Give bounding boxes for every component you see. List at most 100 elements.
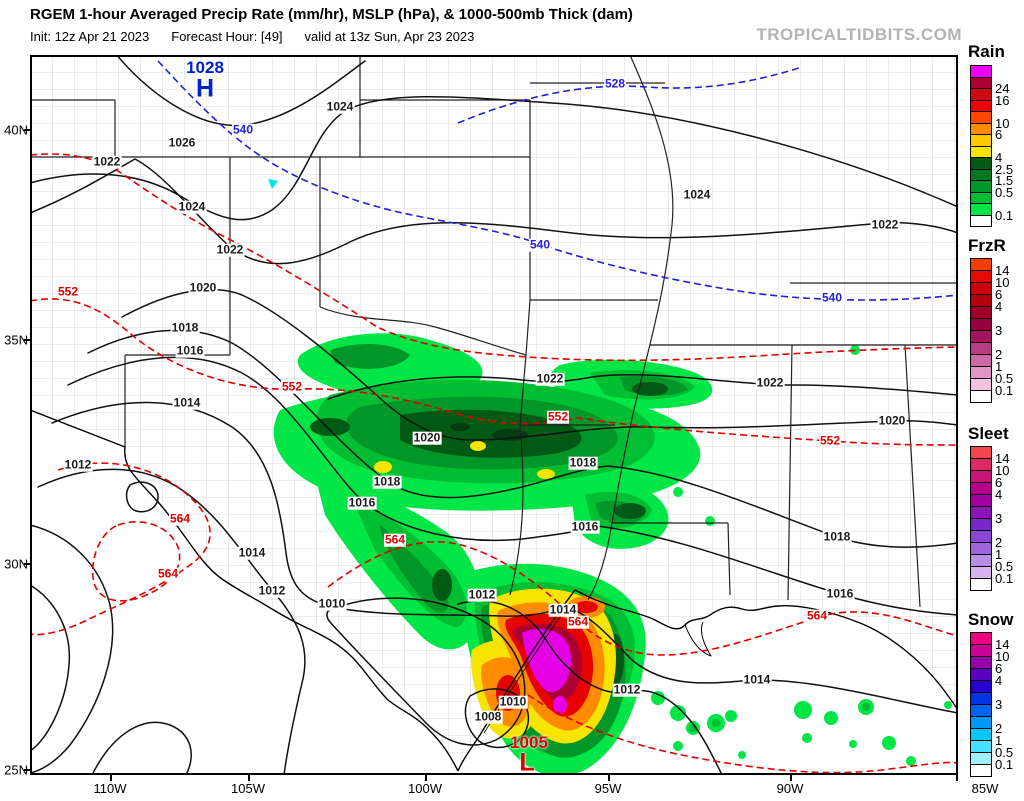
legend-tick-label: 1.5: [995, 173, 1014, 188]
lat-tick: [24, 129, 30, 131]
legend-cell: [971, 146, 991, 158]
map-graphic: [30, 55, 958, 775]
legend-tick-label: 0.5: [995, 745, 1014, 760]
legend-tick-label: 14: [995, 451, 1010, 466]
legend-scale-rain: [970, 65, 992, 227]
thickness-contours-blue: [157, 60, 958, 301]
contour-label: 1022: [215, 242, 245, 257]
contour-label: 1018: [372, 474, 402, 489]
contour-label: 1022: [870, 217, 900, 232]
legend-cell: [971, 633, 991, 645]
pressure-center-value: 1028: [186, 58, 224, 77]
legend-tick-label: 6: [995, 661, 1003, 676]
legend-cell: [971, 567, 991, 579]
contour-label: 564: [168, 511, 192, 526]
legend-cell: [971, 657, 991, 669]
legend-tick-label: 16: [995, 92, 1010, 108]
legend-cell: [971, 447, 991, 459]
legend-title-sleet: Sleet: [968, 424, 1009, 443]
contour-label: 1012: [467, 587, 497, 602]
legend-cell: [971, 391, 991, 402]
legend-tick-label: 2.5: [995, 161, 1014, 177]
legend-tick-label: 0.5: [995, 184, 1014, 200]
lat-label: 30N: [4, 556, 28, 572]
legend-cell: [971, 181, 991, 193]
contour-label: 1018: [170, 320, 200, 335]
lat-label: 35N: [4, 332, 28, 348]
contour-label: 1016: [825, 586, 855, 601]
init-time: Init: 12z Apr 21 2023: [30, 29, 150, 44]
legend-cell: [971, 645, 991, 657]
legend-tick-label: 0.1: [995, 207, 1014, 223]
contour-label: 1014: [172, 395, 202, 410]
contour-label: 1010: [498, 694, 528, 709]
legend-cell: [971, 343, 991, 355]
legend-tick-label: 6: [995, 287, 1003, 302]
lat-tick: [24, 339, 30, 341]
legend-cell: [971, 765, 991, 776]
lon-label: 85W: [971, 781, 999, 796]
legend-tick-label: 3: [995, 323, 1003, 338]
contour-label: 1014: [742, 672, 772, 687]
legend-cell: [971, 367, 991, 379]
legend-tick-label: 3: [995, 511, 1003, 526]
contour-label: 1014: [548, 602, 578, 617]
contour-label: 1024: [682, 187, 712, 202]
legend-cell: [971, 66, 991, 78]
legend-cell: [971, 519, 991, 531]
lat-tick: [24, 563, 30, 565]
legend-tick-label: 6: [995, 475, 1003, 490]
legend-cell: [971, 307, 991, 319]
contour-label: 540: [528, 237, 552, 252]
pressure-center-value: 1005: [510, 733, 548, 752]
legend-cell: [971, 555, 991, 567]
map-border: [30, 55, 958, 775]
legend-tick-label: 24: [995, 81, 1010, 96]
legend-tick-label: 10: [995, 275, 1010, 290]
legend-tick-label: 10: [995, 463, 1010, 478]
legend-cell: [971, 319, 991, 331]
lon-label: 90W: [776, 781, 804, 796]
contour-label: 1026: [167, 135, 197, 150]
legend-tick-label: 3: [995, 697, 1003, 712]
legend-cell: [971, 495, 991, 507]
legend-cell: [971, 158, 991, 170]
contour-label: 1022: [535, 371, 565, 386]
legend-cell: [971, 693, 991, 705]
legend-cell: [971, 77, 991, 89]
lon-tick: [608, 775, 610, 781]
lon-label: 95W: [594, 781, 622, 796]
legend-cell: [971, 717, 991, 729]
legend-scale-snow: [970, 632, 992, 777]
contour-label: 564: [566, 614, 590, 629]
legend-tick-label: 0.1: [995, 383, 1014, 398]
contour-label: 1020: [412, 430, 442, 445]
contour-label: 1018: [568, 455, 598, 470]
legend-tick-label: 10: [995, 115, 1010, 131]
init-valid-line: Init: 12z Apr 21 2023 Forecast Hour: [49]…: [30, 29, 496, 44]
mslp-contours: [30, 55, 958, 775]
legend-cell: [971, 729, 991, 741]
legend-tick-label: 14: [995, 637, 1010, 652]
legend-tick-label: 2: [995, 535, 1003, 550]
legend-title-snow: Snow: [968, 610, 1014, 629]
legend-tick-label: 4: [995, 487, 1003, 502]
legend-cell: [971, 169, 991, 181]
legend-tick-label: 2: [995, 721, 1003, 736]
contour-label: 1012: [63, 457, 93, 472]
legend-tick-label: 6: [995, 127, 1003, 142]
lon-tick: [956, 775, 958, 781]
legend-cell: [971, 355, 991, 367]
lon-label: 100W: [408, 781, 442, 796]
lon-label: 105W: [231, 781, 265, 796]
contour-label: 564: [805, 608, 829, 623]
legend-title-frzr: FrzR: [968, 236, 1006, 255]
lon-label: 110W: [93, 781, 127, 796]
legend-tick-label: 4: [995, 299, 1003, 314]
legend-cell: [971, 543, 991, 555]
pressure-center-h: H: [195, 74, 215, 103]
legend-tick-label: 1: [995, 733, 1003, 748]
legend-tick-label: 4: [995, 150, 1003, 165]
legend-tick-label: 1: [995, 359, 1003, 374]
legend-cell: [971, 204, 991, 216]
